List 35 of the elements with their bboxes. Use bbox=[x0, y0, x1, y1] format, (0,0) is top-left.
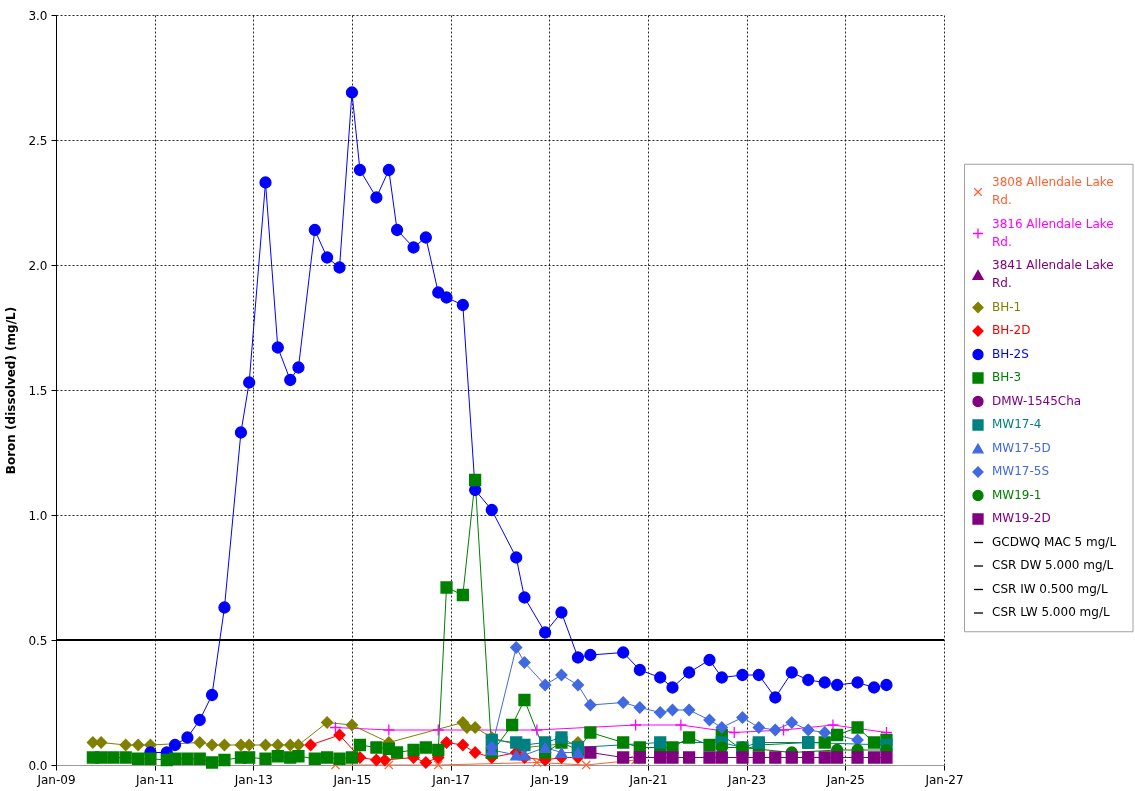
legend-label: BH-2S bbox=[992, 346, 1029, 361]
legend-label: 3808 Allendale Lake Rd. bbox=[992, 175, 1114, 207]
legend-label: 3841 Allendale Lake Rd. bbox=[992, 258, 1114, 290]
legend-label: BH-2D bbox=[992, 323, 1031, 337]
x-tick-label: Jan-23 bbox=[727, 772, 767, 787]
x-tick-label: Jan-25 bbox=[825, 772, 865, 787]
y-tick-label: 0.0 bbox=[28, 758, 48, 773]
legend-label: DMW-1545Cha bbox=[992, 393, 1082, 408]
y-axis-title: Boron (dissolved) (mg/L) bbox=[4, 306, 19, 475]
text: CSR DW 5.000 mg/L bbox=[992, 558, 1114, 572]
y-tick-label: 2.0 bbox=[28, 258, 48, 273]
x-tick-label: Jan-27 bbox=[924, 772, 964, 787]
text: GCDWQ MAC 5 mg/L bbox=[992, 534, 1117, 549]
legend-label: MW19-2D bbox=[992, 511, 1051, 525]
y-tick-label: 0.5 bbox=[28, 633, 48, 648]
legend-label: MW17-5S bbox=[992, 464, 1050, 478]
legend-label: MW17-4 bbox=[992, 417, 1042, 431]
legend-label: MW17-5D bbox=[992, 440, 1051, 455]
x-tick-label: Jan-15 bbox=[332, 772, 372, 787]
x-tick-label: Jan-21 bbox=[628, 772, 668, 787]
text: CSR LW 5.000 mg/L bbox=[992, 605, 1110, 619]
y-tick-label: 1.5 bbox=[28, 383, 48, 398]
x-tick-label: Jan-13 bbox=[233, 772, 273, 787]
x-tick-label: Jan-11 bbox=[135, 772, 175, 787]
x-tick-label: Jan-17 bbox=[431, 772, 471, 787]
legend-label: CSR IW 0.500 mg/L bbox=[992, 581, 1108, 596]
legend-label: MW19-1 bbox=[992, 487, 1042, 502]
y-tick-label: 1.0 bbox=[28, 508, 48, 523]
y-tick-label: 3.0 bbox=[28, 8, 48, 23]
x-tick-label: Jan-09 bbox=[36, 772, 76, 787]
legend-label: BH-3 bbox=[992, 370, 1022, 384]
x-tick-label: Jan-19 bbox=[529, 772, 569, 787]
legend-label: BH-1 bbox=[992, 299, 1022, 314]
y-tick-label: 2.5 bbox=[28, 133, 48, 148]
legend-label: 3816 Allendale Lake Rd. bbox=[992, 216, 1114, 249]
